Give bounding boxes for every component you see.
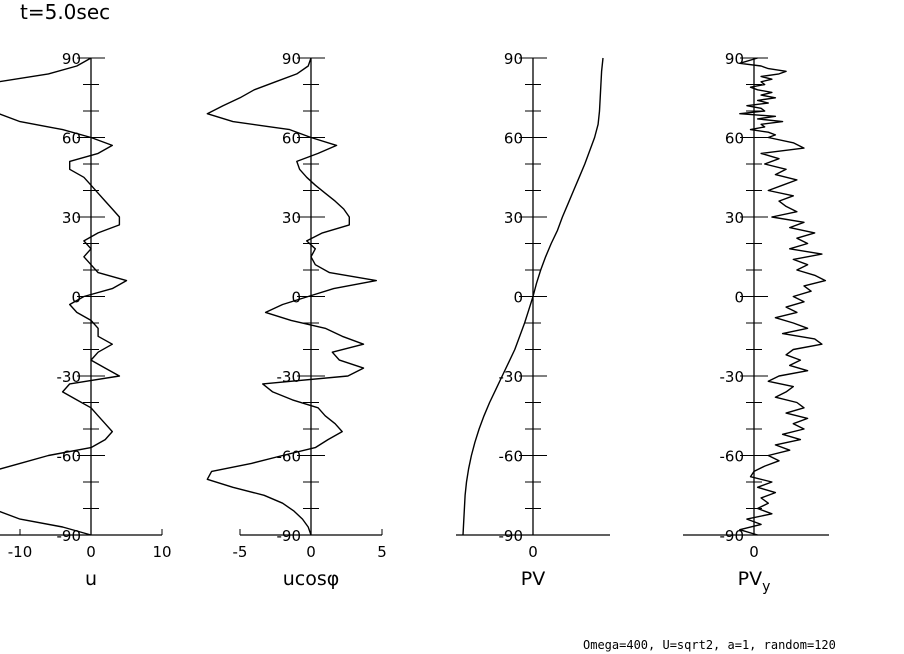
pvy-y-tick-label: -90 [720, 527, 745, 545]
ucos-y-tick-label: -90 [277, 527, 302, 545]
u-x-tick-label: -10 [8, 543, 33, 561]
pv-y-tick-label: -90 [499, 527, 524, 545]
pvy-y-tick-label: 60 [725, 130, 744, 148]
pvy-x-axis-label-subscript: y [762, 579, 770, 595]
pv-series-line [462, 57, 604, 536]
u-x-tick-label: 10 [152, 543, 171, 561]
u-y-tick-label: -90 [57, 527, 82, 545]
figure-title: t=5.0sec [20, 0, 111, 24]
ucos-series-line [206, 57, 377, 536]
pvy-y-tick-label: 0 [734, 289, 744, 307]
pvy-y-tick-label: -60 [720, 448, 745, 466]
ucos-y-tick-label: 30 [282, 209, 301, 227]
ucos-y-tick-label: 60 [282, 130, 301, 148]
u-y-tick-label: 90 [62, 50, 81, 68]
ucos-y-tick-label: 0 [291, 289, 301, 307]
ucos-x-tick-label: 5 [377, 543, 387, 561]
pv-y-tick-label: -60 [499, 448, 524, 466]
ucos-x-tick-label: -5 [233, 543, 248, 561]
u-y-tick-label: 30 [62, 209, 81, 227]
pv-x-axis-label: PV [521, 568, 545, 590]
u-y-tick-label: -30 [57, 368, 82, 386]
pv-y-tick-label: 90 [504, 50, 523, 68]
u-x-tick-label: 0 [86, 543, 96, 561]
pv-x-tick-label: 0 [528, 543, 538, 561]
u-series-line [0, 57, 128, 536]
pv-y-tick-label: 60 [504, 130, 523, 148]
pvy-x-tick-label: 0 [749, 543, 759, 561]
ucos-x-tick-label: 0 [306, 543, 316, 561]
chart-panels: 90 60 30 0 -30 -60 -90 -10 0 10 u 90 60 30 0 -30 -60 -90 -… [0, 50, 829, 595]
pvy-y-tick-label: 90 [725, 50, 744, 68]
parameters-footer: Omega=400, U=sqrt2, a=1, random=120 [583, 638, 836, 652]
ucos-y-tick-label: -30 [277, 368, 302, 386]
u-y-tick-label: -60 [57, 448, 82, 466]
ucos-y-tick-label: 90 [282, 50, 301, 68]
pv-y-tick-label: 0 [513, 289, 523, 307]
pv-y-tick-label: 30 [504, 209, 523, 227]
pvy-y-tick-label: 30 [725, 209, 744, 227]
u-x-axis-label: u [85, 568, 97, 590]
pvy-series-line [739, 57, 827, 536]
pvy-x-axis-label: PVy [738, 568, 771, 595]
pvy-y-tick-label: -30 [720, 368, 745, 386]
u-y-tick-label: 0 [71, 289, 81, 307]
ucos-x-axis-label: ucosφ [283, 568, 340, 590]
